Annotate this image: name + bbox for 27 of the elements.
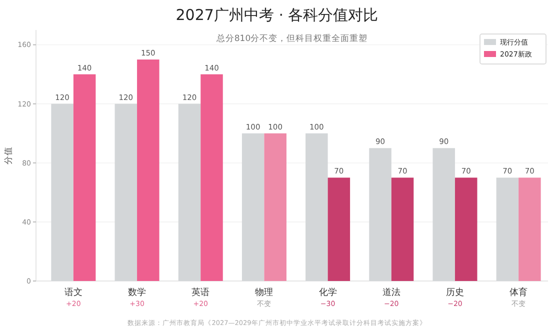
x-tick-label: 化学 (318, 287, 337, 298)
bar (328, 178, 350, 281)
bar (242, 133, 264, 281)
bar (114, 104, 138, 281)
bar (391, 178, 414, 281)
bar (369, 148, 392, 281)
x-tick-label: 英语 (192, 287, 210, 298)
bar (454, 178, 478, 281)
bar (73, 74, 96, 281)
chart-title: 2027广州中考 · 各科分值对比 (176, 6, 378, 24)
bar (518, 178, 541, 281)
bar (51, 104, 74, 281)
bar (432, 148, 455, 281)
x-tick-label: 道法 (382, 287, 400, 298)
x-tick-label: 历史 (446, 287, 464, 298)
bar (264, 133, 286, 281)
x-tick-label: 数学 (128, 287, 146, 298)
text: 总分810分不变，但科目权重全面重塑 (215, 32, 368, 44)
bar (496, 178, 519, 281)
bar (178, 104, 201, 281)
x-tick-label: 物理 (255, 287, 274, 298)
x-tick-label: 语文 (64, 287, 82, 298)
bar (137, 60, 160, 281)
x-tick-label: 体育 (510, 287, 528, 298)
y-axis-title: 分值 (3, 146, 14, 164)
bar (200, 74, 223, 281)
bar (306, 133, 328, 281)
